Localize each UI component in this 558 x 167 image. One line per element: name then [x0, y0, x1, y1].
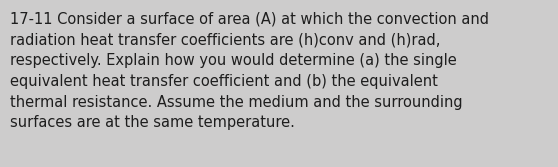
Text: 17-11 Consider a surface of area (A) at which the convection and
radiation heat : 17-11 Consider a surface of area (A) at …	[10, 12, 489, 130]
